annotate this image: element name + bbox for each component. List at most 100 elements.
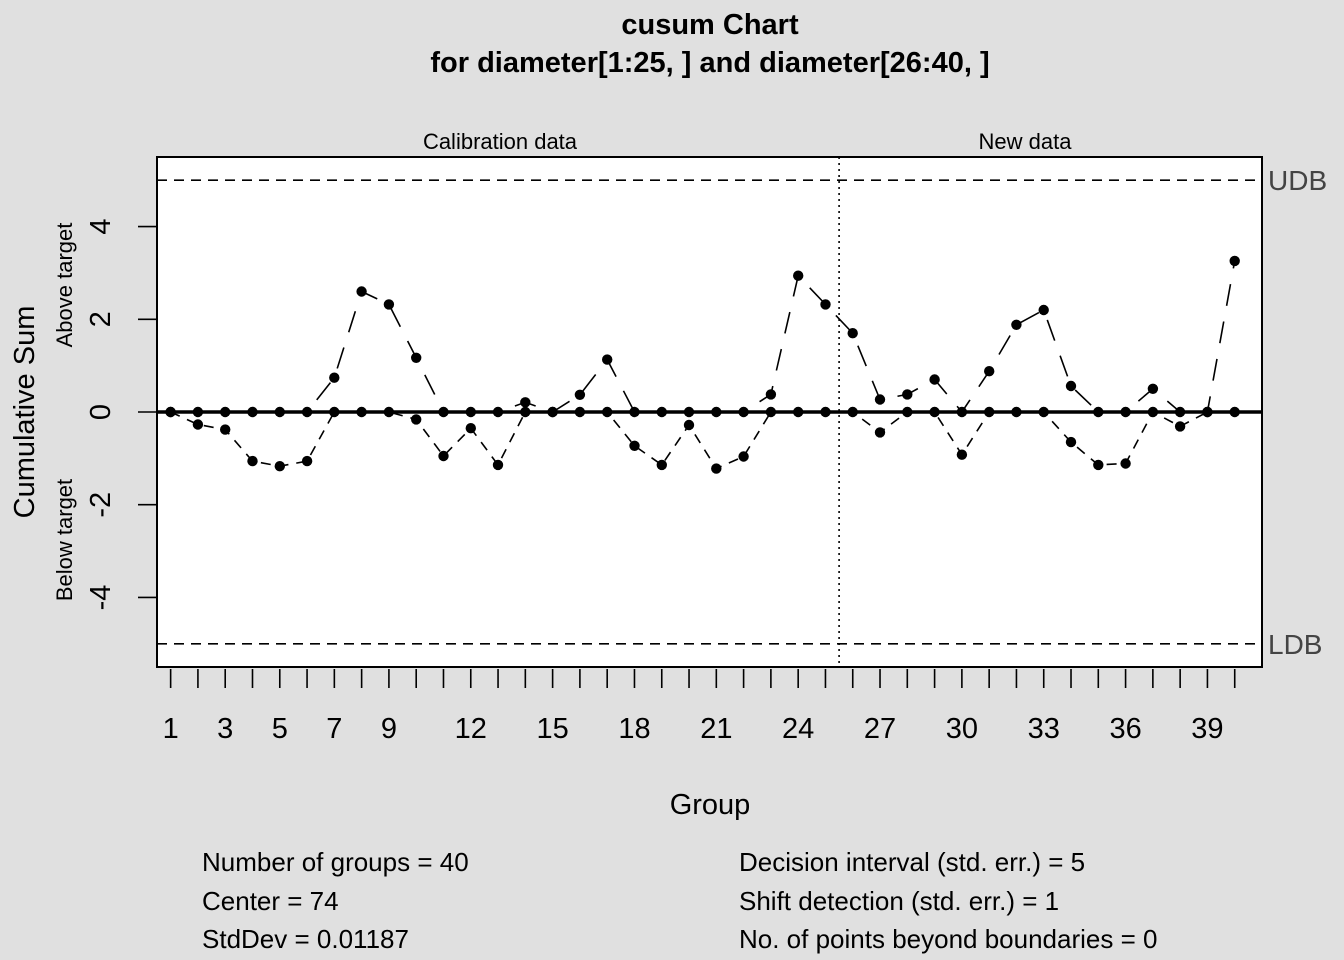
chart-title: cusum Chart [621, 9, 799, 41]
data-point [929, 406, 940, 418]
data-point [165, 406, 176, 418]
data-point [765, 406, 777, 418]
data-point [1038, 304, 1049, 316]
y-tick-label: 4 [85, 218, 117, 234]
data-point [902, 389, 913, 400]
data-point [793, 270, 804, 281]
data-point [602, 406, 613, 418]
data-point [192, 419, 204, 430]
data-point [465, 423, 476, 434]
x-tick-label: 3 [217, 713, 233, 745]
data-point [956, 449, 968, 460]
data-point [411, 352, 422, 363]
data-point [629, 440, 640, 451]
data-point [765, 389, 777, 400]
data-point [1202, 406, 1213, 418]
data-point [1147, 406, 1159, 418]
data-point [656, 459, 667, 471]
data-point [247, 455, 258, 467]
data-point [847, 328, 858, 339]
stat-shift-detection: Shift detection (std. err.) = 1 [739, 886, 1059, 916]
x-tick-label: 9 [381, 713, 397, 745]
data-point [711, 463, 722, 474]
data-point [874, 427, 886, 438]
chart-subtitle: for diameter[1:25, ] and diameter[26:40,… [430, 47, 989, 79]
data-point [438, 406, 449, 418]
data-point [683, 419, 695, 431]
boundary-label-udb: UDB [1268, 165, 1327, 196]
data-point [1065, 436, 1077, 448]
data-point [738, 406, 749, 418]
x-tick-label: 15 [536, 713, 568, 745]
data-point [1093, 406, 1104, 418]
section-label-new: New data [979, 129, 1073, 154]
series-line-1 [170, 260, 1236, 414]
x-tick-label: 5 [272, 713, 288, 745]
x-tick-label: 12 [455, 713, 487, 745]
data-point [1147, 383, 1159, 394]
stats-right: Decision interval (std. err.) = 5 Shift … [739, 847, 1157, 954]
y-tick-label: 0 [85, 404, 117, 420]
boundary-label-ldb: LDB [1268, 629, 1322, 660]
data-point [492, 459, 504, 471]
data-point [820, 406, 831, 418]
y-axis-label: Cumulative Sum [9, 306, 41, 519]
data-point [192, 406, 204, 418]
x-tick-label: 33 [1028, 713, 1060, 745]
x-tick-label: 1 [163, 713, 179, 745]
data-point [1011, 406, 1022, 418]
data-point [602, 354, 613, 365]
data-point [356, 286, 367, 297]
data-point [738, 451, 749, 462]
data-point [301, 406, 313, 418]
data-point [274, 461, 285, 472]
data-point [1120, 406, 1131, 418]
data-point [956, 406, 968, 418]
data-point [329, 406, 340, 418]
data-point [629, 406, 640, 418]
stat-points-beyond: No. of points beyond boundaries = 0 [739, 924, 1157, 954]
x-tick-label: 36 [1109, 713, 1141, 745]
plot-marks [138, 157, 1262, 688]
data-point [1229, 255, 1240, 267]
data-point [356, 406, 367, 418]
data-point [383, 406, 395, 418]
data-point [1174, 406, 1186, 418]
data-point [902, 406, 913, 418]
data-point [683, 406, 695, 418]
data-point [874, 394, 886, 405]
stats-left: Number of groups = 40 Center = 74 StdDev… [202, 847, 469, 954]
data-point [274, 406, 285, 418]
data-point [247, 406, 258, 418]
data-point [1065, 380, 1077, 392]
data-point [438, 450, 449, 462]
data-point [1038, 406, 1049, 418]
data-point [547, 406, 558, 418]
y-axis-label-below: Below target [52, 479, 77, 601]
y-tick-label: -2 [85, 492, 117, 518]
data-point [929, 374, 940, 385]
x-tick-label: 24 [782, 713, 814, 745]
data-point [1093, 459, 1104, 471]
data-point [1120, 458, 1131, 469]
data-point [984, 366, 995, 377]
x-tick-label: 7 [326, 713, 342, 745]
stat-stddev: StdDev = 0.01187 [202, 924, 409, 954]
stat-number-of-groups: Number of groups = 40 [202, 847, 469, 877]
data-point [656, 406, 667, 418]
x-tick-label: 30 [946, 713, 978, 745]
data-point [820, 299, 831, 310]
data-point [574, 406, 586, 418]
data-point [220, 406, 231, 418]
series-line-2 [170, 410, 1235, 470]
x-tick-label: 27 [864, 713, 896, 745]
stat-center: Center = 74 [202, 886, 339, 916]
y-tick-label: 2 [85, 311, 117, 327]
data-point [301, 455, 313, 467]
data-point [1174, 421, 1186, 432]
y-tick-label: -4 [85, 585, 117, 611]
x-axis-label: Group [670, 789, 751, 821]
data-point [847, 406, 858, 418]
data-point [520, 397, 531, 408]
